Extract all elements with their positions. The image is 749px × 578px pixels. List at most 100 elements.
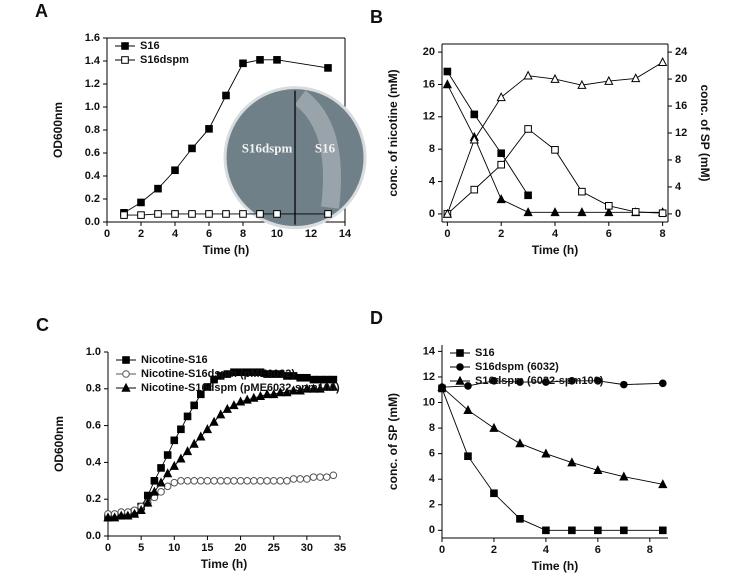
y-tick-label: 0.2 bbox=[86, 493, 101, 505]
y2-tick-label: 8 bbox=[675, 154, 681, 166]
marker bbox=[470, 185, 479, 194]
legend-marker bbox=[121, 382, 131, 392]
marker bbox=[249, 392, 259, 402]
y-tick-label: 0.4 bbox=[85, 170, 101, 182]
y-axis-label: conc. of SP (mM) bbox=[386, 393, 400, 490]
y-tick-label: 0.6 bbox=[85, 147, 100, 159]
marker bbox=[216, 409, 226, 419]
marker bbox=[157, 464, 165, 472]
x-tick-label: 12 bbox=[305, 228, 317, 240]
marker bbox=[489, 422, 499, 432]
marker bbox=[309, 473, 318, 481]
x-tick-label: 2 bbox=[491, 544, 497, 556]
x-tick-label: 5 bbox=[138, 542, 144, 554]
y-tick-label: 6 bbox=[429, 448, 435, 460]
y-tick-label: 1.2 bbox=[85, 78, 100, 90]
marker bbox=[269, 389, 279, 399]
marker bbox=[658, 479, 668, 489]
marker bbox=[120, 211, 128, 219]
marker bbox=[171, 210, 179, 218]
series-line bbox=[446, 71, 529, 196]
y-tick-label: 20 bbox=[423, 46, 435, 58]
y2-axis-label: conc. of SP (mM) bbox=[698, 84, 712, 181]
marker bbox=[243, 477, 251, 485]
marker bbox=[550, 207, 560, 217]
marker bbox=[442, 208, 452, 218]
marker bbox=[550, 73, 560, 83]
series-line bbox=[447, 128, 663, 215]
y-axis-label: OD600nm bbox=[52, 416, 66, 472]
marker bbox=[316, 473, 324, 481]
marker bbox=[189, 438, 199, 448]
y-tick-label: 0.8 bbox=[86, 383, 101, 395]
series-line bbox=[441, 388, 663, 531]
y-tick-label: 0 bbox=[429, 208, 435, 220]
x-tick-label: 15 bbox=[201, 542, 213, 554]
marker bbox=[216, 477, 225, 485]
marker bbox=[619, 471, 629, 481]
marker bbox=[256, 56, 264, 64]
x-tick-label: 4 bbox=[543, 544, 550, 556]
y-tick-label: 1.0 bbox=[85, 101, 100, 113]
marker bbox=[203, 383, 212, 391]
marker bbox=[577, 79, 587, 89]
marker bbox=[269, 477, 278, 485]
y-tick-label: 10 bbox=[423, 396, 435, 408]
marker bbox=[235, 396, 246, 406]
marker bbox=[568, 526, 576, 535]
marker bbox=[149, 486, 160, 496]
marker bbox=[273, 210, 281, 218]
marker bbox=[183, 412, 192, 421]
marker bbox=[256, 477, 265, 485]
x-axis-label: Time (h) bbox=[203, 243, 249, 257]
marker bbox=[110, 512, 120, 522]
legend-label: Nicotine-S16dspm (pME6032) bbox=[141, 368, 295, 380]
marker bbox=[303, 475, 311, 483]
marker bbox=[470, 110, 479, 119]
marker bbox=[315, 383, 325, 393]
marker bbox=[183, 477, 192, 485]
legend-marker bbox=[455, 375, 465, 385]
y-tick-label: 1.0 bbox=[86, 346, 101, 358]
marker bbox=[177, 425, 185, 434]
marker bbox=[197, 390, 205, 399]
marker bbox=[170, 478, 179, 487]
marker bbox=[190, 477, 198, 485]
plate-streak bbox=[294, 90, 341, 209]
marker bbox=[463, 404, 473, 414]
marker bbox=[322, 381, 332, 391]
y2-tick-label: 20 bbox=[675, 73, 687, 85]
marker bbox=[154, 210, 162, 218]
marker bbox=[250, 477, 258, 485]
x-tick-label: 2 bbox=[138, 228, 144, 240]
marker bbox=[577, 207, 587, 217]
marker bbox=[541, 448, 551, 458]
legend-label: S16dspm (6032) bbox=[475, 361, 559, 373]
x-tick-label: 0 bbox=[104, 228, 110, 240]
marker bbox=[236, 477, 245, 485]
x-axis-label: Time (h) bbox=[532, 243, 578, 257]
y-tick-label: 1.6 bbox=[85, 32, 100, 44]
marker bbox=[197, 477, 205, 485]
marker bbox=[170, 436, 179, 445]
panel-label: B bbox=[370, 7, 383, 27]
legend-label: Nicotine-S16 bbox=[141, 354, 208, 366]
marker bbox=[171, 166, 179, 175]
marker bbox=[578, 187, 586, 196]
marker bbox=[196, 431, 206, 441]
y2-tick-label: 24 bbox=[675, 46, 688, 58]
y-tick-label: 4 bbox=[429, 473, 436, 485]
x-tick-label: 0 bbox=[439, 544, 445, 556]
y-tick-label: 0.4 bbox=[86, 456, 102, 468]
marker bbox=[205, 125, 213, 133]
marker bbox=[551, 146, 559, 154]
marker bbox=[177, 477, 185, 485]
marker bbox=[496, 92, 506, 102]
x-tick-label: 0 bbox=[444, 228, 450, 240]
marker bbox=[497, 160, 505, 169]
y-tick-label: 0.8 bbox=[85, 124, 100, 136]
marker bbox=[190, 401, 198, 410]
marker bbox=[515, 438, 525, 448]
marker bbox=[256, 210, 264, 218]
